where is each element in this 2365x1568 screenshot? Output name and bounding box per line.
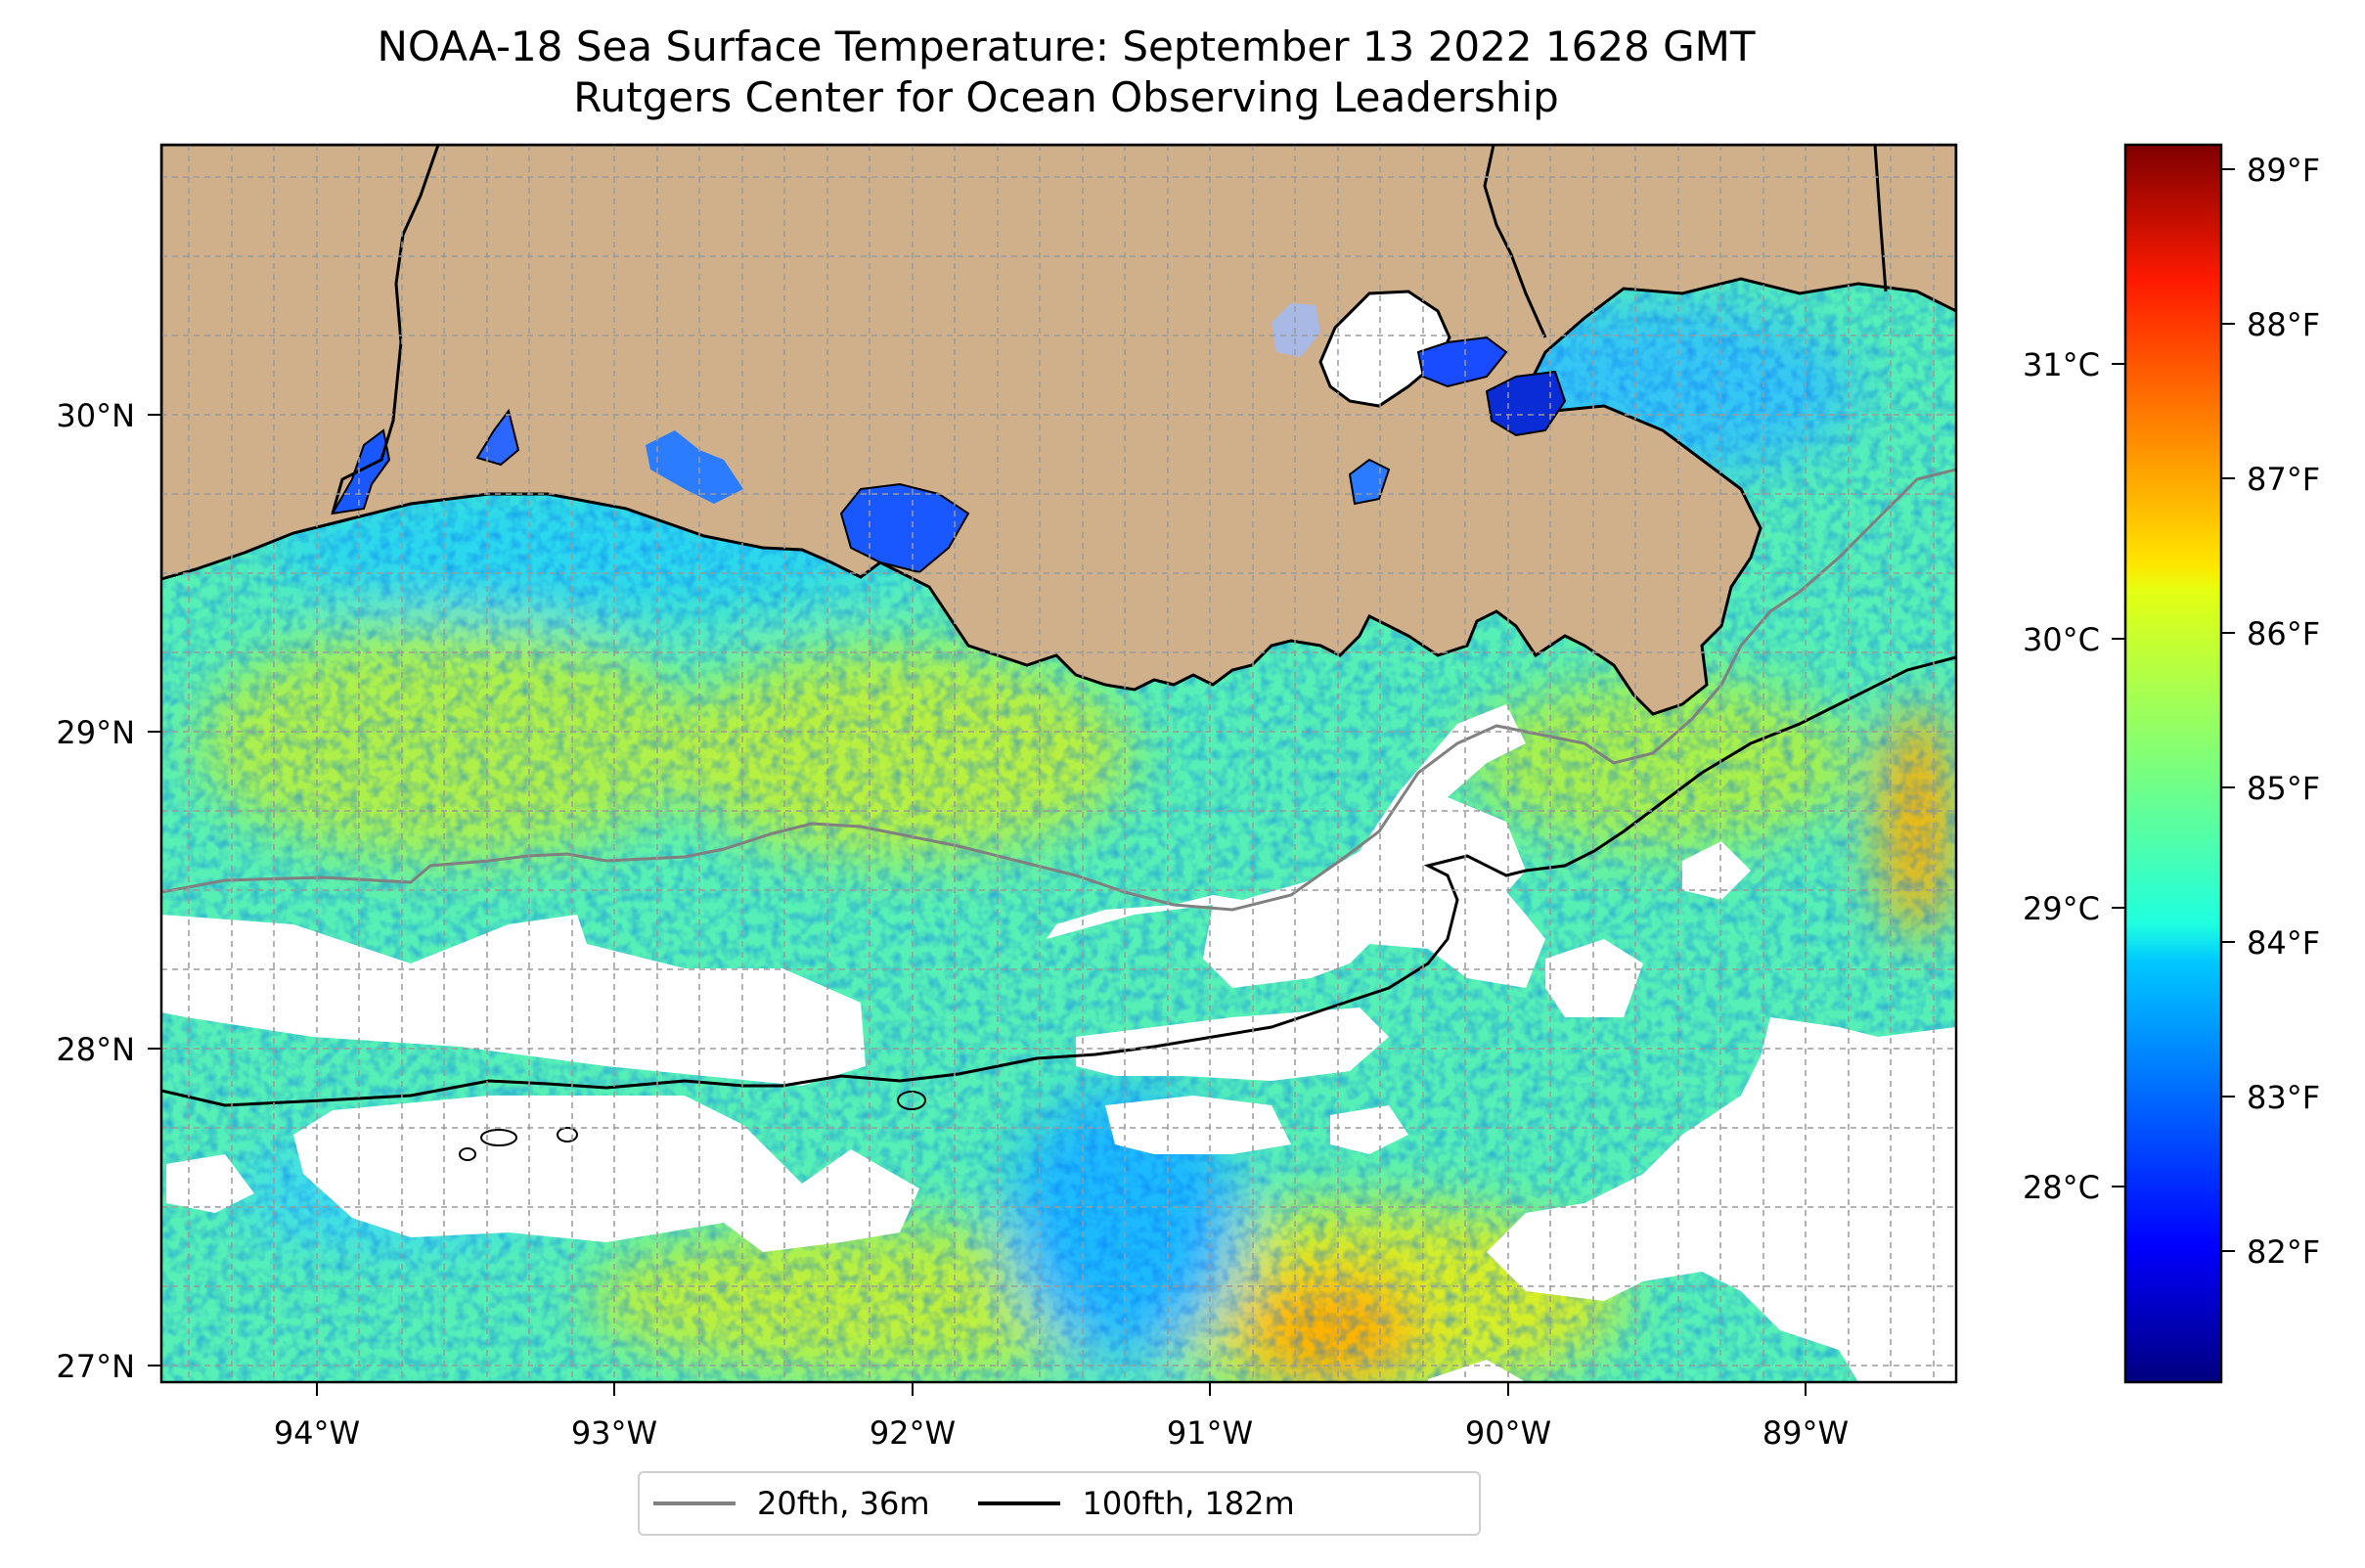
isobath-100fth-line [161,655,1956,1107]
isobath-legend: 20fth, 36m 100fth, 182m [638,1471,1481,1536]
c-label-28: 28°C [2023,1169,2100,1206]
map-panel [161,145,1956,1382]
state-borders [331,145,1888,515]
c-label-29: 29°C [2023,890,2100,927]
map-title: NOAA-18 Sea Surface Temperature: Septemb… [0,22,2132,123]
longitude-labels: 94°W 93°W 92°W 91°W 90°W 89°W [274,1414,1849,1452]
legend-label-100fth: 100fth, 182m [1082,1485,1295,1522]
colorbar-fahrenheit-labels: 82°F 83°F 84°F 85°F 86°F 87°F 88°F 89°F [2247,152,2320,1271]
lat-label-30n: 30°N [56,397,135,434]
colorbar: 82°F 83°F 84°F 85°F 86°F 87°F 88°F 89°F … [2023,143,2320,1384]
colorbar-celsius-ticks [2112,363,2125,1187]
lat-label-28n: 28°N [56,1031,135,1068]
lat-label-27n: 27°N [56,1348,135,1385]
legend-line-20fth [653,1501,736,1505]
f-label-88: 88°F [2247,306,2320,343]
f-label-83: 83°F [2247,1079,2320,1116]
f-label-89: 89°F [2247,152,2320,189]
c-label-31: 31°C [2023,346,2100,383]
legend-entry-100fth: 100fth, 182m [978,1485,1295,1522]
latitude-labels: 27°N 28°N 29°N 30°N [56,397,135,1385]
f-label-84: 84°F [2247,924,2320,962]
f-label-85: 85°F [2247,770,2320,807]
lon-label-89w: 89°W [1763,1414,1849,1452]
legend-entry-20fth: 20fth, 36m [653,1485,929,1522]
c-label-30: 30°C [2023,621,2100,658]
gridlines [161,145,1956,1382]
cloud-mask [161,704,1956,1382]
lon-label-94w: 94°W [274,1414,360,1452]
colorbar-gradient [2123,143,2223,1384]
legend-line-100fth [978,1501,1061,1505]
lon-label-90w: 90°W [1465,1414,1551,1452]
colorbar-fahrenheit-ticks [2221,168,2235,1252]
legend-label-20fth: 20fth, 36m [757,1485,930,1522]
colorbar-celsius-labels: 28°C 29°C 30°C 31°C [2023,346,2100,1206]
lon-label-93w: 93°W [571,1414,657,1452]
title-line-2: Rutgers Center for Ocean Observing Leade… [573,73,1559,121]
f-label-86: 86°F [2247,615,2320,652]
isobath-20fth-line [161,468,1956,912]
lat-label-29n: 29°N [56,714,135,751]
isobath-islands [459,1091,926,1161]
f-label-87: 87°F [2247,461,2320,498]
f-label-82: 82°F [2247,1233,2320,1271]
axis-ticks [148,414,1807,1396]
lon-label-92w: 92°W [870,1414,956,1452]
map-frame [159,143,1958,1384]
lon-label-91w: 91°W [1167,1414,1253,1452]
title-line-1: NOAA-18 Sea Surface Temperature: Septemb… [377,22,1756,70]
